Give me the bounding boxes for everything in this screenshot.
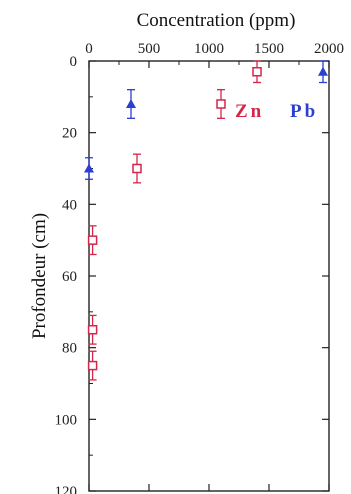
- y-tick-label-80: 80: [62, 341, 77, 357]
- point-zn-1: [216, 99, 226, 109]
- x-tick-label-1000: 1000: [194, 41, 224, 57]
- x-tick-label-1500: 1500: [254, 41, 284, 57]
- plot-area: [88, 60, 330, 492]
- y-tick-label-0: 0: [70, 54, 78, 70]
- x-axis-title: Concentration (ppm): [137, 10, 296, 31]
- y-tick-label-100: 100: [55, 412, 78, 428]
- x-tick-label-500: 500: [138, 41, 161, 57]
- x-tick-label-0: 0: [85, 41, 93, 57]
- point-zn-5: [87, 360, 98, 371]
- y-tick-label-40: 40: [62, 197, 77, 213]
- y-tick-label-120: 120: [55, 484, 78, 494]
- point-pb-1: [126, 99, 136, 108]
- y-axis-title: Profondeur (cm): [29, 213, 50, 339]
- point-zn-4: [87, 325, 98, 335]
- point-zn-2: [132, 163, 142, 174]
- legend-label-pb: Pb: [290, 101, 318, 122]
- y-tick-label-60: 60: [62, 269, 77, 285]
- point-pb-0: [318, 66, 328, 76]
- legend-label-zn: Zn: [235, 101, 264, 122]
- x-tick-label-2000: 2000: [314, 41, 344, 57]
- data-marks: [84, 60, 328, 381]
- point-zn-0: [252, 67, 262, 77]
- y-tick-label-20: 20: [62, 126, 77, 142]
- point-zn-3: [87, 235, 98, 245]
- point-pb-2: [84, 163, 94, 173]
